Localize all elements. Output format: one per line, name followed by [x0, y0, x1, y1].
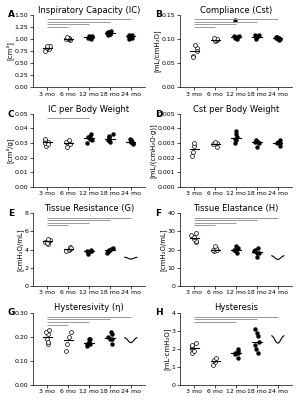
Title: Hysteresivity (η): Hysteresivity (η): [54, 304, 124, 312]
Title: Compliance (Cst): Compliance (Cst): [200, 6, 272, 14]
Y-axis label: [cm³/g]: [cm³/g]: [6, 138, 13, 163]
Y-axis label: [mL/(cmH₂O·g)]: [mL/(cmH₂O·g)]: [150, 123, 156, 178]
Text: B: B: [155, 10, 162, 19]
Y-axis label: [cm³]: [cm³]: [6, 42, 13, 60]
Text: A: A: [8, 10, 15, 19]
Text: G: G: [8, 308, 15, 317]
Text: E: E: [8, 209, 14, 218]
Title: Cst per Body Weight: Cst per Body Weight: [193, 105, 279, 114]
Title: Tissue Resistance (G): Tissue Resistance (G): [44, 204, 134, 213]
Text: C: C: [8, 110, 14, 118]
Title: Inspiratory Capacity (IC): Inspiratory Capacity (IC): [38, 6, 140, 14]
Y-axis label: [mL·cmH₂O]: [mL·cmH₂O]: [163, 328, 170, 370]
Title: Hysteresis: Hysteresis: [214, 304, 258, 312]
Title: Tissue Elastance (H): Tissue Elastance (H): [193, 204, 279, 213]
Text: H: H: [155, 308, 162, 317]
Text: F: F: [155, 209, 161, 218]
Y-axis label: [mL/cmH₂O]: [mL/cmH₂O]: [154, 30, 160, 72]
Title: IC per Body Weight: IC per Body Weight: [49, 105, 130, 114]
Text: D: D: [155, 110, 162, 118]
Y-axis label: [cmH₂O/mL]: [cmH₂O/mL]: [159, 228, 166, 271]
Y-axis label: [cmH₂O/mL]: [cmH₂O/mL]: [16, 228, 23, 271]
